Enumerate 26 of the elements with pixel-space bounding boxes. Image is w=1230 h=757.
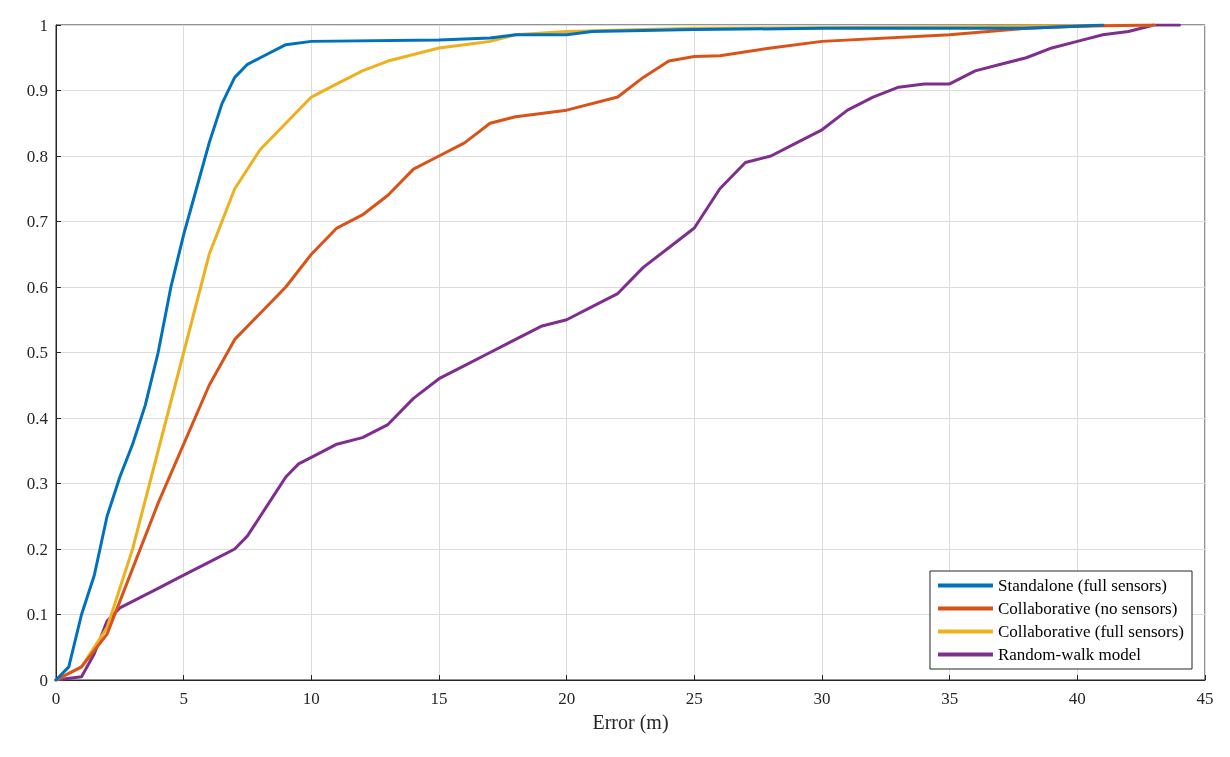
y-tick-label: 0.3	[26, 474, 48, 493]
x-tick-label: 5	[179, 689, 188, 708]
y-tick-label: 0.2	[26, 539, 48, 559]
x-tick-label: 25	[685, 689, 703, 708]
legend-label: Random-walk model	[997, 645, 1142, 664]
x-tick-label: 30	[813, 689, 831, 708]
x-tick-label: 40	[1068, 689, 1086, 708]
legend-label: Collaborative (no sensors)	[997, 599, 1178, 618]
y-tick-label: 1	[39, 15, 48, 35]
x-tick-label: 45	[1196, 689, 1214, 708]
x-tick-label: 35	[941, 689, 959, 708]
y-tick-label: 0.1	[26, 605, 48, 624]
x-axis-title: Error (m)	[592, 710, 669, 734]
y-tick-label: 0.6	[26, 277, 48, 297]
x-tick-label: 0	[51, 689, 61, 708]
x-tick-label: 15	[430, 689, 448, 708]
legend-label: Collaborative (full sensors)	[997, 622, 1184, 641]
y-tick-label: 0.4	[26, 408, 49, 428]
y-tick-label: 0	[39, 670, 48, 690]
y-tick-label: 0.9	[26, 81, 48, 100]
x-tick-label: 10	[302, 689, 320, 708]
y-tick-label: 0.5	[26, 343, 48, 362]
x-tick-label: 20	[558, 689, 576, 708]
legend-label: Standalone (full sensors)	[997, 576, 1168, 595]
y-tick-label: 0.8	[26, 146, 48, 166]
y-tick-label: 0.7	[26, 212, 49, 231]
